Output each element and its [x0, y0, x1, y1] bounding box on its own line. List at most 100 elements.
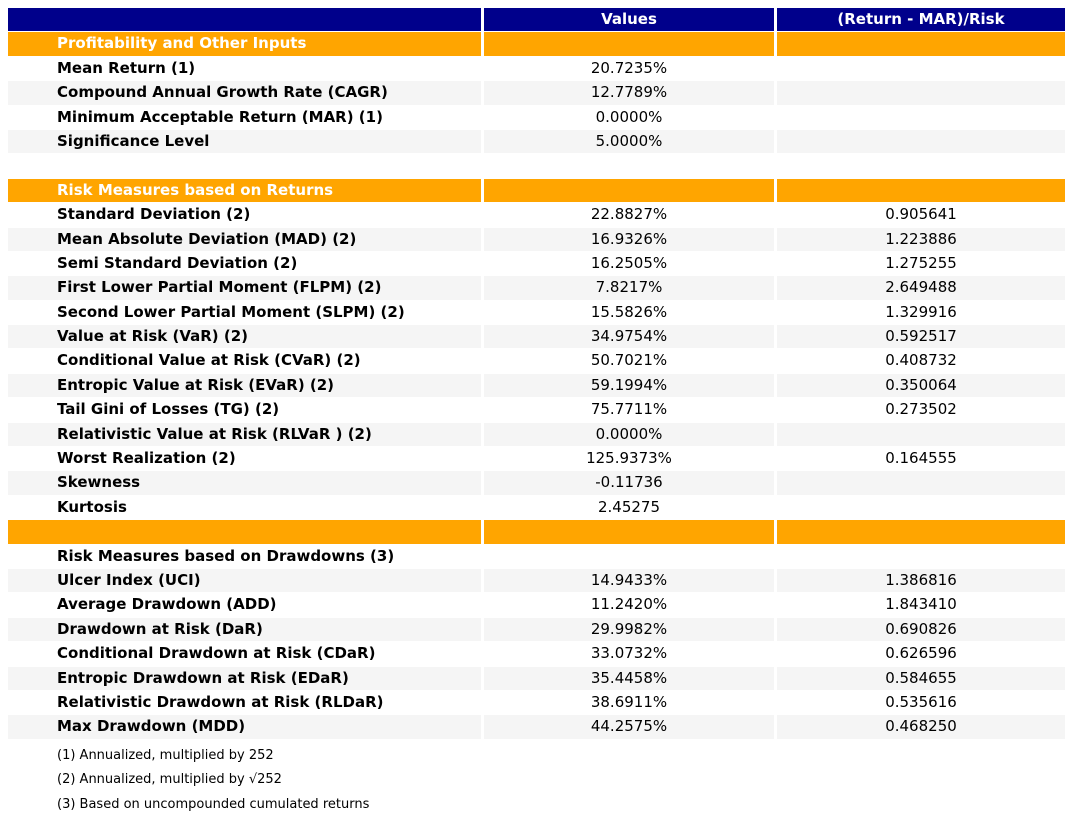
value-cell: 12.7789%	[484, 81, 774, 105]
ratio-cell	[777, 495, 1065, 520]
row-mean-absolute-deviation: Mean Absolute Deviation (MAD) (2) 16.932…	[8, 227, 1065, 251]
ratio-cell: 0.273502	[777, 398, 1065, 422]
empty-cell	[484, 154, 774, 178]
row-cdar: Conditional Drawdown at Risk (CDaR) 33.0…	[8, 642, 1065, 666]
row-rldar: Relativistic Drawdown at Risk (RLDaR) 38…	[8, 690, 1065, 715]
value-cell: 16.9326%	[484, 227, 774, 251]
metric-label: Mean Return (1)	[8, 56, 481, 81]
ratio-cell: 0.626596	[777, 642, 1065, 666]
subtitle-row-drawdowns: Risk Measures based on Drawdowns (3)	[8, 544, 1065, 568]
table-header-row: Values (Return - MAR)/Risk	[8, 8, 1065, 32]
section-row-profitability: Profitability and Other Inputs	[8, 32, 1065, 56]
ratio-cell	[777, 178, 1065, 203]
column-header-return-mar-risk: (Return - MAR)/Risk	[777, 8, 1065, 32]
value-cell: 2.45275	[484, 495, 774, 520]
metric-label: Kurtosis	[8, 495, 481, 520]
footnote-3: (3) Based on uncompounded cumulated retu…	[57, 796, 370, 812]
value-cell: 7.8217%	[484, 276, 774, 300]
ratio-cell: 0.164555	[777, 447, 1065, 471]
ratio-cell: 0.584655	[777, 666, 1065, 690]
value-cell	[484, 520, 774, 544]
metric-label: Tail Gini of Losses (TG) (2)	[8, 398, 481, 422]
metric-label: Max Drawdown (MDD)	[8, 715, 481, 739]
ratio-cell: 1.223886	[777, 227, 1065, 251]
metric-label: Conditional Value at Risk (CVaR) (2)	[8, 349, 481, 373]
ratio-cell: 1.275255	[777, 251, 1065, 276]
row-cagr: Compound Annual Growth Rate (CAGR) 12.77…	[8, 81, 1065, 105]
metric-label: Average Drawdown (ADD)	[8, 593, 481, 617]
row-rlvar: Relativistic Value at Risk (RLVaR ) (2) …	[8, 422, 1065, 447]
row-minimum-acceptable-return: Minimum Acceptable Return (MAR) (1) 0.00…	[8, 105, 1065, 129]
value-cell	[484, 544, 774, 568]
row-evar: Entropic Value at Risk (EVaR) (2) 59.199…	[8, 373, 1065, 398]
metric-label: Entropic Drawdown at Risk (EDaR)	[8, 666, 481, 690]
row-significance-level: Significance Level 5.0000%	[8, 129, 1065, 154]
metric-label: Relativistic Drawdown at Risk (RLDaR)	[8, 690, 481, 715]
value-cell: 34.9754%	[484, 325, 774, 349]
ratio-cell	[777, 471, 1065, 495]
value-cell: 59.1994%	[484, 373, 774, 398]
ratio-cell: 0.468250	[777, 715, 1065, 739]
column-header-values: Values	[484, 8, 774, 32]
ratio-cell	[777, 81, 1065, 105]
column-header-metric	[8, 8, 481, 32]
section-title: Profitability and Other Inputs	[8, 32, 481, 56]
spacer-row	[8, 154, 1065, 178]
value-cell: 20.7235%	[484, 56, 774, 81]
row-average-drawdown: Average Drawdown (ADD) 11.2420% 1.843410	[8, 593, 1065, 617]
section-row-blank	[8, 520, 1065, 544]
row-mean-return: Mean Return (1) 20.7235%	[8, 56, 1065, 81]
row-max-drawdown: Max Drawdown (MDD) 44.2575% 0.468250	[8, 715, 1065, 739]
row-cvar: Conditional Value at Risk (CVaR) (2) 50.…	[8, 349, 1065, 373]
value-cell: 11.2420%	[484, 593, 774, 617]
footnote-1: (1) Annualized, multiplied by 252	[57, 747, 274, 763]
footnotes: (1) Annualized, multiplied by 252 (2) An…	[8, 744, 1065, 817]
row-edar: Entropic Drawdown at Risk (EDaR) 35.4458…	[8, 666, 1065, 690]
metric-label: Ulcer Index (UCI)	[8, 568, 481, 593]
value-cell: 5.0000%	[484, 129, 774, 154]
subtitle-label: Risk Measures based on Drawdowns (3)	[8, 544, 481, 568]
value-cell: 14.9433%	[484, 568, 774, 593]
value-cell	[484, 178, 774, 203]
ratio-cell: 1.843410	[777, 593, 1065, 617]
ratio-cell: 1.329916	[777, 300, 1065, 325]
value-cell: 75.7711%	[484, 398, 774, 422]
value-cell: 22.8827%	[484, 203, 774, 227]
metric-label: Relativistic Value at Risk (RLVaR ) (2)	[8, 422, 481, 447]
row-ulcer-index: Ulcer Index (UCI) 14.9433% 1.386816	[8, 568, 1065, 593]
value-cell: 0.0000%	[484, 105, 774, 129]
metric-label: Standard Deviation (2)	[8, 203, 481, 227]
row-dar: Drawdown at Risk (DaR) 29.9982% 0.690826	[8, 617, 1065, 642]
ratio-cell: 0.690826	[777, 617, 1065, 642]
row-tail-gini: Tail Gini of Losses (TG) (2) 75.7711% 0.…	[8, 398, 1065, 422]
row-semi-standard-deviation: Semi Standard Deviation (2) 16.2505% 1.2…	[8, 251, 1065, 276]
value-cell: 50.7021%	[484, 349, 774, 373]
value-cell: 15.5826%	[484, 300, 774, 325]
ratio-cell	[777, 544, 1065, 568]
ratio-cell: 0.408732	[777, 349, 1065, 373]
metric-label: First Lower Partial Moment (FLPM) (2)	[8, 276, 481, 300]
empty-cell	[8, 154, 481, 178]
metric-label: Skewness	[8, 471, 481, 495]
metric-label: Semi Standard Deviation (2)	[8, 251, 481, 276]
section-title	[8, 520, 481, 544]
row-slpm: Second Lower Partial Moment (SLPM) (2) 1…	[8, 300, 1065, 325]
metric-label: Drawdown at Risk (DaR)	[8, 617, 481, 642]
metric-label: Conditional Drawdown at Risk (CDaR)	[8, 642, 481, 666]
risk-metrics-report-table: Values (Return - MAR)/Risk Profitability…	[8, 8, 1065, 817]
metric-label: Value at Risk (VaR) (2)	[8, 325, 481, 349]
value-cell: -0.11736	[484, 471, 774, 495]
value-cell	[484, 32, 774, 56]
value-cell: 33.0732%	[484, 642, 774, 666]
metric-label: Significance Level	[8, 129, 481, 154]
value-cell: 125.9373%	[484, 447, 774, 471]
ratio-cell: 2.649488	[777, 276, 1065, 300]
ratio-cell: 0.350064	[777, 373, 1065, 398]
value-cell: 16.2505%	[484, 251, 774, 276]
footnote-2: (2) Annualized, multiplied by √252	[57, 772, 282, 788]
value-cell: 44.2575%	[484, 715, 774, 739]
ratio-cell	[777, 129, 1065, 154]
ratio-cell	[777, 56, 1065, 81]
metric-label: Second Lower Partial Moment (SLPM) (2)	[8, 300, 481, 325]
row-flpm: First Lower Partial Moment (FLPM) (2) 7.…	[8, 276, 1065, 300]
